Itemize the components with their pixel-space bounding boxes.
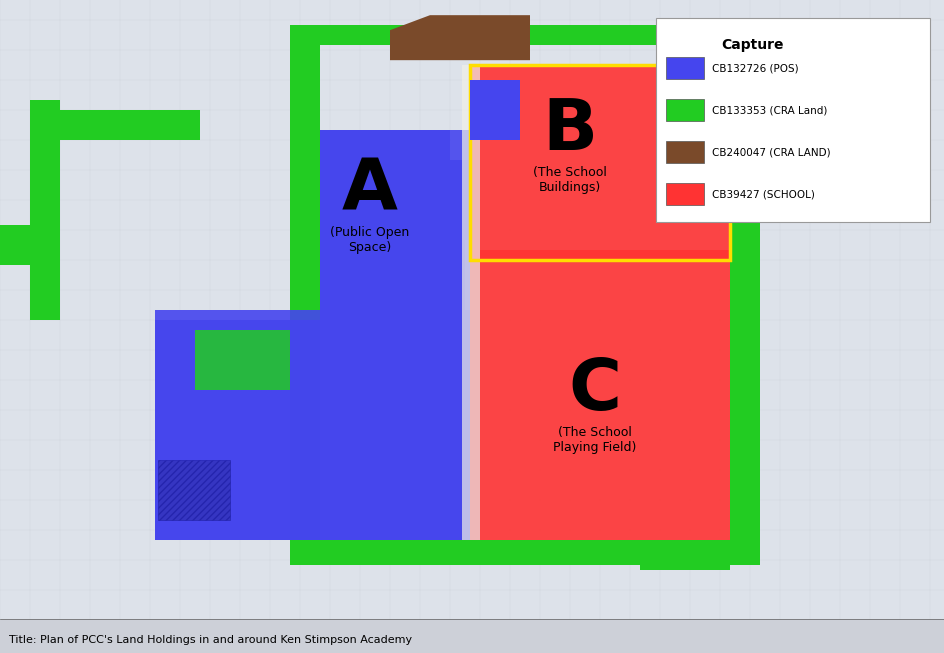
Polygon shape xyxy=(290,25,320,565)
Polygon shape xyxy=(470,65,730,260)
Polygon shape xyxy=(470,80,520,140)
Polygon shape xyxy=(195,330,290,390)
Polygon shape xyxy=(730,25,760,565)
Polygon shape xyxy=(700,40,730,90)
FancyBboxPatch shape xyxy=(666,99,704,121)
Polygon shape xyxy=(462,65,480,540)
Text: (The School
Buildings): (The School Buildings) xyxy=(533,166,607,194)
FancyBboxPatch shape xyxy=(0,0,944,620)
Text: B: B xyxy=(543,96,598,165)
Polygon shape xyxy=(30,100,60,320)
FancyBboxPatch shape xyxy=(666,183,704,205)
Polygon shape xyxy=(320,130,480,310)
FancyBboxPatch shape xyxy=(666,141,704,163)
Text: CB240047 (CRA LAND): CB240047 (CRA LAND) xyxy=(712,147,831,157)
Polygon shape xyxy=(158,460,230,520)
Polygon shape xyxy=(60,110,200,140)
Polygon shape xyxy=(290,540,760,565)
Polygon shape xyxy=(290,25,760,45)
Text: CB39427 (SCHOOL): CB39427 (SCHOOL) xyxy=(712,189,815,199)
Text: (Public Open
Space): (Public Open Space) xyxy=(330,226,410,254)
Text: Capture: Capture xyxy=(721,38,784,52)
Text: (The School
Playing Field): (The School Playing Field) xyxy=(553,426,636,454)
Polygon shape xyxy=(390,15,530,60)
Text: A: A xyxy=(342,155,398,225)
Text: CB133353 (CRA Land): CB133353 (CRA Land) xyxy=(712,105,827,115)
Polygon shape xyxy=(0,225,30,265)
Text: Title: Plan of PCC's Land Holdings in and around Ken Stimpson Academy: Title: Plan of PCC's Land Holdings in an… xyxy=(9,635,413,645)
Text: CB132726 (POS): CB132726 (POS) xyxy=(712,63,799,73)
Text: C: C xyxy=(568,356,621,424)
Polygon shape xyxy=(155,320,320,540)
FancyBboxPatch shape xyxy=(666,57,704,79)
Polygon shape xyxy=(320,130,480,540)
Polygon shape xyxy=(155,310,480,540)
Polygon shape xyxy=(470,250,730,540)
FancyBboxPatch shape xyxy=(656,18,930,222)
Polygon shape xyxy=(640,540,730,570)
